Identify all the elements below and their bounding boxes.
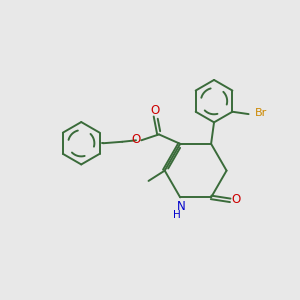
Text: O: O bbox=[231, 193, 240, 206]
Text: H: H bbox=[173, 210, 181, 220]
Text: O: O bbox=[131, 133, 141, 146]
Text: N: N bbox=[177, 200, 186, 213]
Text: O: O bbox=[150, 104, 160, 117]
Text: Br: Br bbox=[255, 108, 267, 118]
